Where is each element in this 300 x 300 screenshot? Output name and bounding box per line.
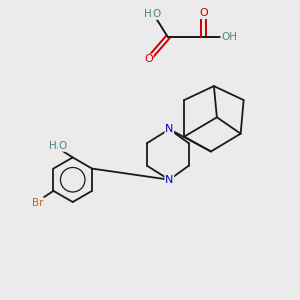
- Text: Br: Br: [32, 198, 44, 208]
- Text: OH: OH: [221, 32, 237, 42]
- Text: N: N: [165, 175, 173, 185]
- Text: H: H: [49, 141, 57, 151]
- Text: O: O: [153, 9, 161, 19]
- Text: O: O: [199, 8, 208, 18]
- Text: O: O: [144, 54, 153, 64]
- Text: O: O: [58, 141, 66, 151]
- Text: H: H: [144, 9, 152, 19]
- Text: N: N: [165, 124, 173, 134]
